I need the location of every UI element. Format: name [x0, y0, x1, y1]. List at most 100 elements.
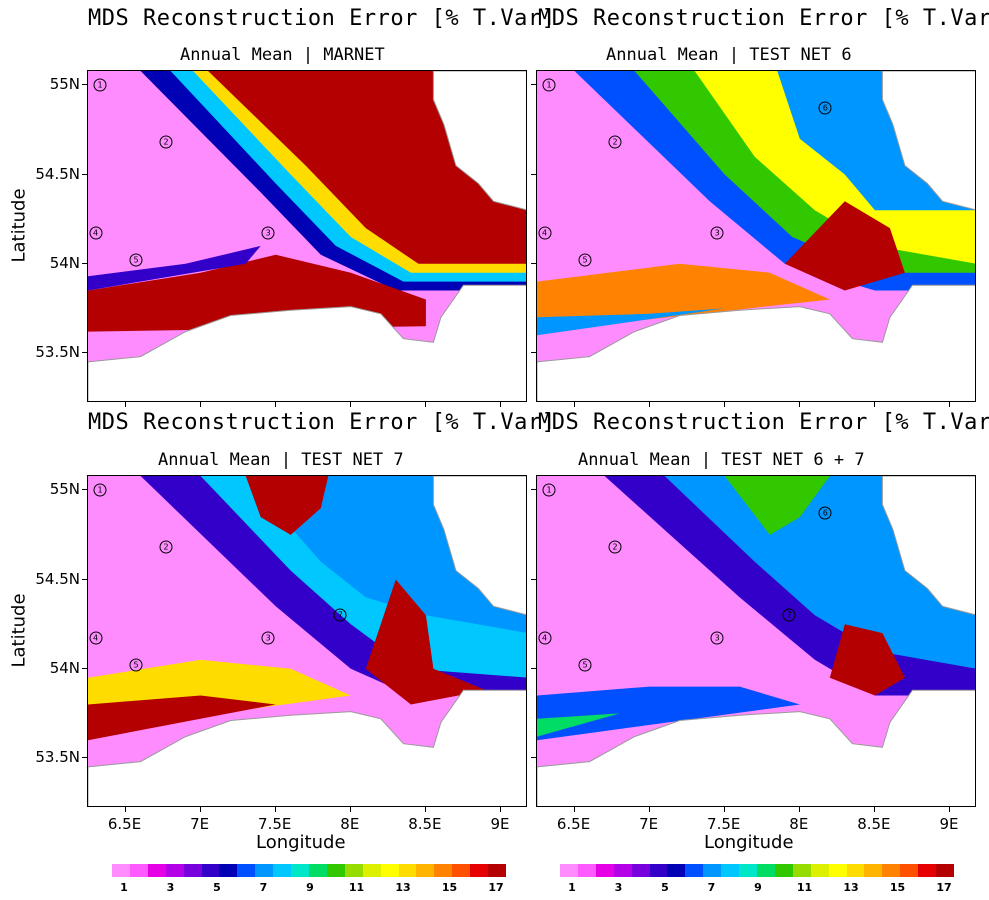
panel-1-title: MDS Reconstruction Error [% T.Var]	[88, 6, 556, 31]
colorbar-label: 1	[120, 881, 128, 894]
station-marker-7: 7	[333, 608, 347, 622]
y-tick-mark	[531, 757, 536, 759]
x-tick-label: 6.5E	[556, 815, 591, 833]
land-coast	[537, 689, 975, 806]
land-coast	[537, 284, 975, 401]
y-tick-mark	[82, 667, 87, 669]
colorbar-swatch	[900, 864, 919, 877]
station-marker-2: 2	[159, 135, 173, 149]
colorbar-swatch	[147, 864, 167, 877]
colorbar-swatch	[828, 864, 848, 877]
x-tick-mark	[424, 807, 426, 812]
x-tick-mark	[723, 402, 725, 407]
y-tick-label: 54.5N	[35, 569, 80, 588]
station-marker-4: 4	[89, 226, 102, 240]
y-tick-mark	[82, 757, 87, 759]
colorbar-label: 9	[306, 881, 314, 894]
y-tick-mark	[82, 173, 87, 175]
colorbar-swatch	[380, 864, 400, 877]
y-tick-label: 55N	[49, 480, 80, 499]
x-tick-mark	[124, 402, 126, 407]
colorbar-swatch	[613, 864, 633, 877]
y-tick-label: 54N	[49, 253, 80, 272]
y-tick-mark	[531, 262, 536, 264]
colorbar-label: 3	[166, 881, 175, 894]
colorbar-swatch	[667, 864, 686, 877]
colorbar-swatch	[291, 864, 310, 877]
x-tick-mark	[349, 807, 351, 812]
colorbar-label: 3	[614, 881, 623, 894]
x-tick-mark	[798, 807, 800, 812]
station-marker-4: 4	[538, 226, 551, 240]
x-tick-label: 8E	[340, 815, 360, 833]
x-tick-mark	[648, 402, 650, 407]
colorbar-swatch	[165, 864, 185, 877]
colorbar-swatch	[362, 864, 382, 877]
colorbar-label: 17	[488, 881, 504, 894]
colorbar-swatch	[201, 864, 220, 877]
panel-2-field	[537, 71, 975, 401]
colorbar-swatch	[864, 864, 883, 877]
station-marker-5: 5	[129, 658, 143, 672]
panel-4-map: 1 2 3 4 5 6 7	[536, 475, 976, 807]
station-marker-4: 4	[89, 631, 102, 645]
colorbar-label: 15	[889, 881, 906, 894]
y-tick-mark	[82, 262, 87, 264]
colorbar-label: 5	[213, 881, 221, 894]
panel-1-field	[88, 71, 526, 401]
colorbar-swatch	[685, 864, 704, 877]
x-tick-mark	[349, 402, 351, 407]
x-tick-mark	[873, 402, 875, 407]
panel-1-ylabel: Latitude	[8, 188, 30, 263]
x-tick-mark	[573, 807, 575, 812]
station-marker-7: 7	[782, 608, 796, 622]
colorbar-label: 11	[348, 881, 365, 894]
colorbar-swatch	[810, 864, 830, 877]
land-jutland	[432, 476, 526, 616]
colorbar-swatch	[255, 864, 274, 877]
y-tick-mark	[531, 84, 536, 86]
colorbar-swatch	[560, 864, 579, 877]
land-jutland	[881, 476, 975, 616]
x-tick-mark	[948, 807, 950, 812]
y-tick-mark	[82, 84, 87, 86]
colorbar-swatch	[631, 864, 651, 877]
colorbar-swatch	[936, 864, 955, 877]
colorbar-label: 13	[395, 881, 411, 894]
x-tick-mark	[873, 807, 875, 812]
panel-4-title: MDS Reconstruction Error [% T.Var]	[538, 410, 989, 435]
colorbar-swatch	[649, 864, 668, 877]
colorbar-swatch	[273, 864, 292, 877]
colorbar-swatch	[398, 864, 417, 877]
colorbar-swatch	[129, 864, 149, 877]
colorbar-swatch	[739, 864, 758, 877]
colorbar-swatch	[792, 864, 812, 877]
panel-3-ylabel: Latitude	[8, 593, 30, 668]
colorbar-label: 15	[441, 881, 458, 894]
x-tick-label: 7E	[190, 815, 210, 833]
y-tick-mark	[82, 489, 87, 491]
y-tick-mark	[531, 667, 536, 669]
station-marker-2: 2	[159, 540, 173, 554]
y-tick-mark	[531, 489, 536, 491]
x-tick-mark	[573, 402, 575, 407]
panel-3-subtitle: Annual Mean | TEST NET 7	[158, 450, 404, 470]
station-marker-3: 3	[710, 631, 724, 645]
x-tick-mark	[723, 807, 725, 812]
land-coast	[88, 284, 526, 401]
colorbar-swatch	[183, 864, 203, 877]
y-tick-mark	[531, 578, 536, 580]
y-tick-mark	[82, 578, 87, 580]
colorbar-swatch	[918, 864, 937, 877]
panel-2-title: MDS Reconstruction Error [% T.Var]	[538, 6, 989, 31]
colorbar-swatch	[470, 864, 489, 877]
x-tick-mark	[798, 402, 800, 407]
panel-4-subtitle: Annual Mean | TEST NET 6 + 7	[578, 450, 865, 470]
colorbar-swatch	[488, 864, 507, 877]
colorbar-swatch	[721, 864, 740, 877]
station-marker-5: 5	[578, 658, 592, 672]
y-tick-label: 54.5N	[35, 164, 80, 183]
colorbar-label: 13	[843, 881, 859, 894]
y-tick-label: 55N	[49, 75, 80, 94]
colorbar-label: 7	[259, 881, 268, 894]
